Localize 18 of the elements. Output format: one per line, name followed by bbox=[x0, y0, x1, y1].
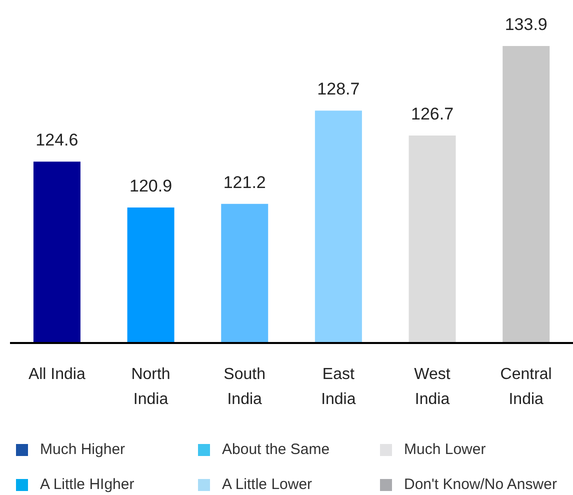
data-label: 124.6 bbox=[36, 130, 78, 150]
data-label: 128.7 bbox=[317, 80, 360, 99]
data-label: 120.9 bbox=[130, 176, 172, 196]
text: About the Same bbox=[222, 441, 330, 458]
text: A Little Lower bbox=[222, 476, 312, 493]
x-tick-label: All India bbox=[28, 366, 86, 383]
text: A Little HIgher bbox=[40, 476, 134, 493]
x-tick-label: North India bbox=[131, 366, 170, 408]
x-tick-label: Central India bbox=[500, 366, 552, 408]
data-label: 121.2 bbox=[223, 172, 266, 192]
data-label: 133.9 bbox=[504, 15, 548, 34]
x-tick-label: South India bbox=[224, 366, 266, 408]
text: Much Higher bbox=[40, 441, 126, 458]
data-label: 126.7 bbox=[411, 104, 454, 124]
text: Much Lower bbox=[404, 441, 486, 458]
x-tick-label: West India bbox=[414, 366, 451, 408]
x-tick-label: East India bbox=[321, 366, 356, 408]
text: Don't Know/No Answer bbox=[404, 476, 557, 493]
